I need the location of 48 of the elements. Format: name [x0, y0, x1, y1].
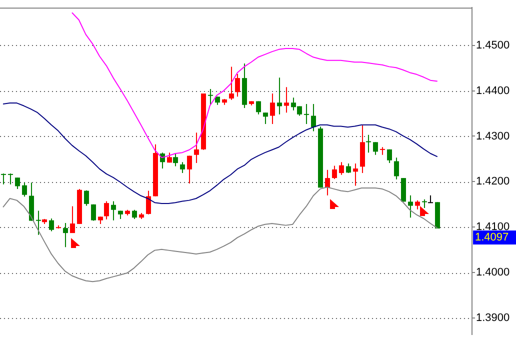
candlestick: [132, 209, 137, 220]
candlestick: [104, 200, 109, 220]
y-tick-label: 1.3900: [476, 312, 510, 324]
candlestick: [346, 163, 351, 174]
candlestick: [63, 222, 68, 248]
candlestick: [270, 93, 275, 124]
y-tick-label: 1.4500: [476, 39, 510, 52]
candlestick: [277, 77, 282, 115]
candlestick: [84, 190, 89, 206]
candlestick: [332, 165, 337, 180]
candlestick: [8, 173, 13, 185]
y-tick-label: 1.4400: [476, 84, 510, 97]
candlestick: [173, 153, 178, 167]
candlestick: [387, 148, 392, 164]
candlestick: [1, 173, 6, 185]
candlestick: [366, 134, 371, 154]
candlestick: [415, 200, 420, 210]
y-tick-label: 1.4100: [476, 221, 510, 234]
y-tick-label: 1.4000: [476, 266, 510, 279]
candlestick: [325, 169, 330, 196]
candlestick: [353, 163, 358, 186]
text: 1.4097: [475, 232, 509, 244]
candlestick: [380, 146, 385, 156]
candlestick: [284, 86, 289, 114]
candlestick: [235, 73, 240, 98]
candlestick: [111, 200, 116, 221]
candlestick: [22, 182, 27, 198]
candlestick: [146, 190, 151, 215]
candlestick: [15, 177, 20, 190]
y-tick-label: 1.4200: [476, 176, 510, 188]
candlestick: [256, 100, 261, 115]
candlestick: [394, 157, 399, 180]
candlestick: [70, 206, 75, 234]
candlestick: [180, 162, 185, 174]
candlestick: [373, 142, 378, 156]
candlestick: [263, 112, 268, 124]
candlestick: [208, 88, 213, 106]
candlestick: [229, 66, 234, 100]
candlestick: [408, 194, 413, 218]
candlestick: [91, 204, 96, 222]
candlestick: [187, 155, 192, 184]
candlestick: [194, 132, 199, 164]
candlestick: [339, 162, 344, 176]
candlestick: [49, 218, 54, 232]
candlestick: [304, 103, 309, 124]
y-tick-label: 1.4300: [476, 130, 510, 142]
candlestick: [36, 210, 41, 236]
candlestick: [311, 103, 316, 132]
